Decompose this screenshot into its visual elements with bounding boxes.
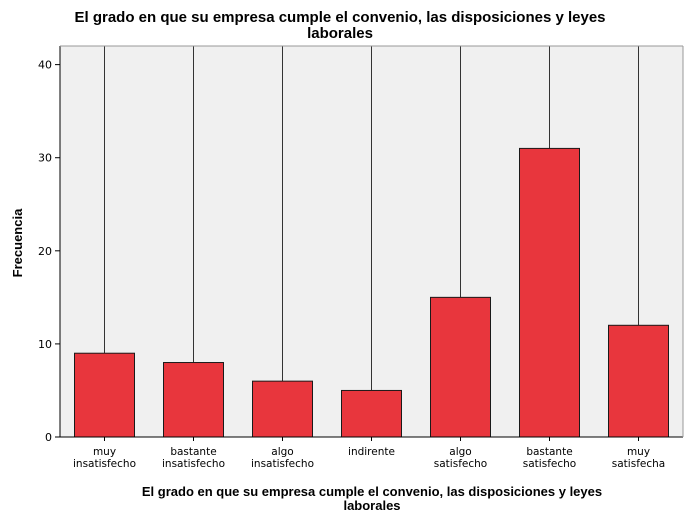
x-tick-label-line: algo	[271, 446, 293, 458]
x-axis-title-line-1: El grado en que su empresa cumple el con…	[142, 484, 602, 499]
y-axis-title: Frecuencia	[10, 208, 25, 277]
chart-title-line-1: El grado en que su empresa cumple el con…	[74, 9, 605, 26]
x-axis-title-line-2: laborales	[343, 498, 400, 513]
x-tick-label-line: indirente	[348, 446, 395, 458]
bar	[163, 362, 224, 438]
x-tick-label-line: bastante	[170, 446, 216, 458]
bar	[519, 147, 580, 438]
x-tick-label-line: satisfecho	[523, 458, 576, 470]
x-tick-label-line: satisfecha	[612, 458, 665, 470]
bar	[430, 296, 491, 438]
x-tick-label: indirente	[348, 446, 395, 458]
x-tick-label-line: satisfecho	[434, 458, 487, 470]
x-tick-label-line: insatisfecho	[162, 458, 225, 470]
y-tick-label: 30	[38, 152, 52, 165]
y-axis-ticks: 0 10 20 30 40	[38, 59, 60, 444]
bar	[252, 380, 313, 438]
y-tick-label: 0	[45, 431, 52, 444]
x-tick-label-line: bastante	[526, 446, 572, 458]
category-lines	[104, 46, 639, 391]
x-axis-category-labels: muyinsatisfechobastanteinsatisfechoalgoi…	[73, 437, 665, 470]
y-tick-label: 40	[38, 59, 52, 72]
y-tick-label: 10	[38, 338, 52, 351]
bar	[341, 389, 402, 438]
chart-title: El grado en que su empresa cumple el con…	[74, 9, 605, 42]
bar	[74, 352, 135, 438]
x-tick-label-line: muy	[93, 446, 116, 458]
x-tick-label-line: algo	[449, 446, 471, 458]
x-tick-label-line: insatisfecho	[251, 458, 314, 470]
chart-title-line-2: laborales	[307, 25, 373, 42]
x-axis-title: El grado en que su empresa cumple el con…	[142, 484, 602, 513]
x-tick-label-line: muy	[627, 446, 650, 458]
y-tick-label: 20	[38, 245, 52, 258]
x-tick-label-line: insatisfecho	[73, 458, 136, 470]
bar	[608, 324, 669, 438]
